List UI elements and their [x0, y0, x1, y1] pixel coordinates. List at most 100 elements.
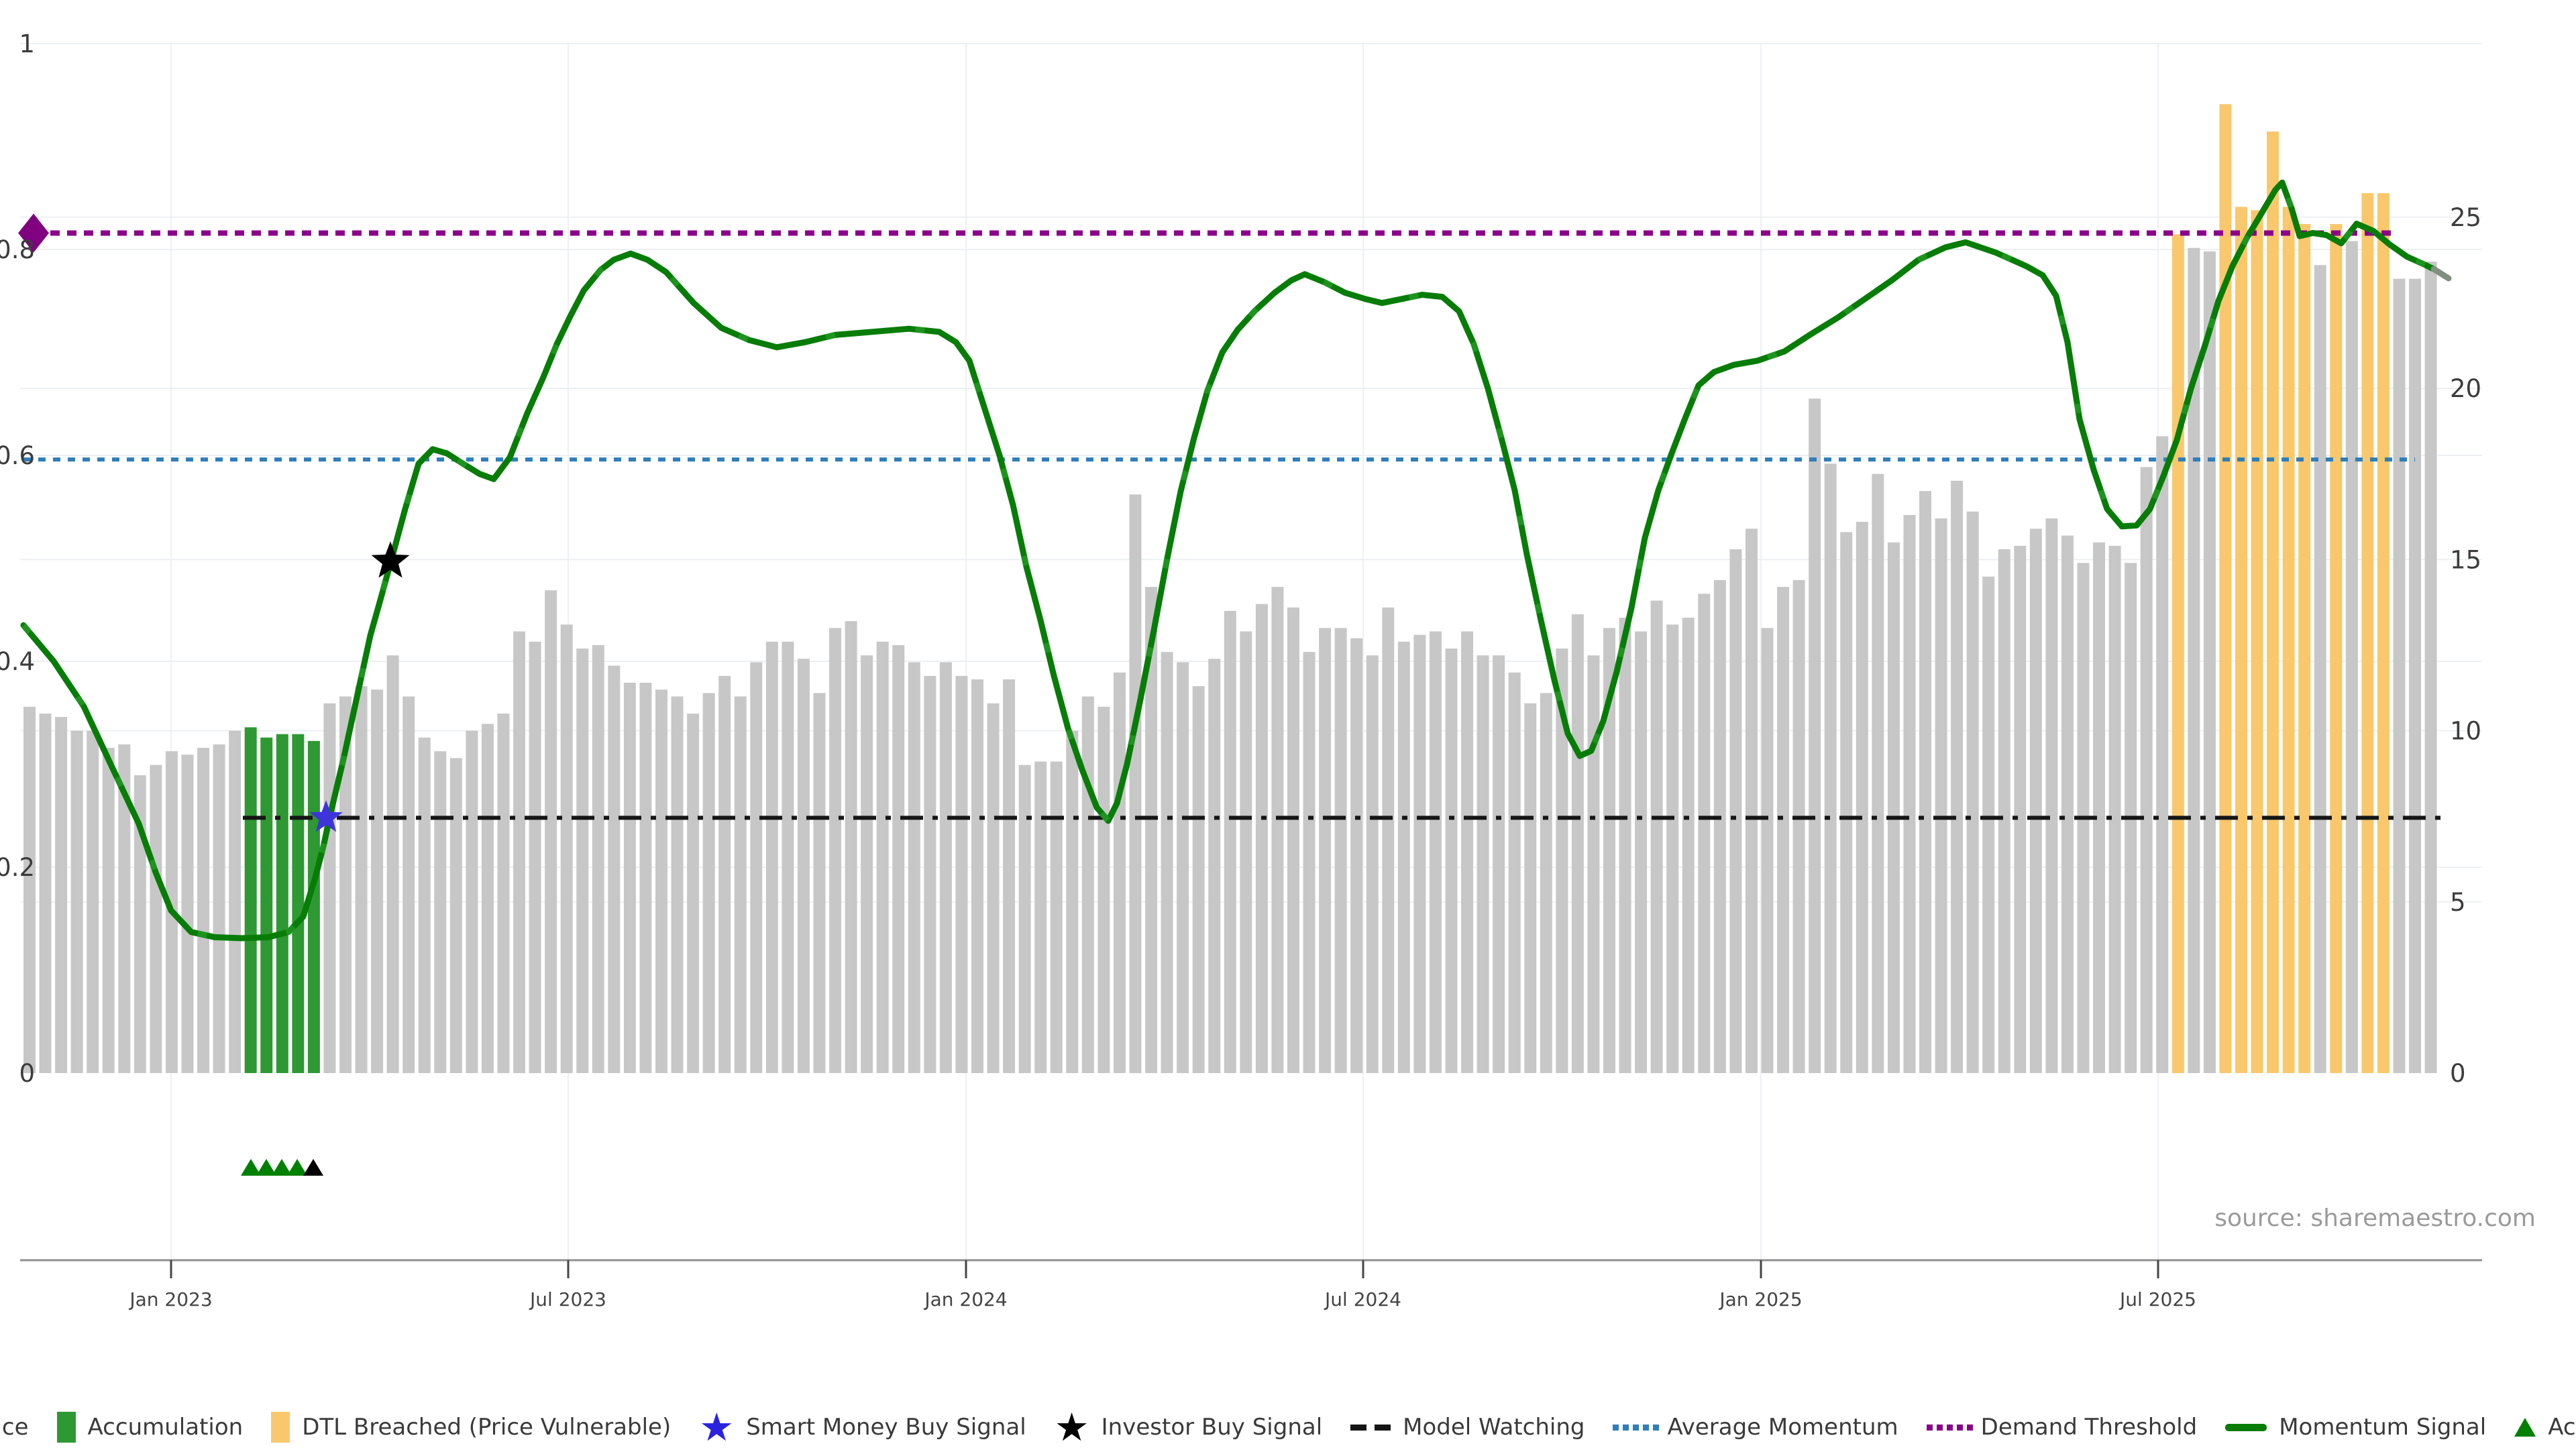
bar-close-price[interactable]: [1887, 542, 1900, 1073]
bar-close-price[interactable]: [1050, 761, 1063, 1073]
bar-close-price[interactable]: [418, 737, 431, 1073]
bar-close-price[interactable]: [2014, 545, 2027, 1073]
bar-close-price[interactable]: [1856, 522, 1868, 1073]
legend-item-dtl-breached[interactable]: DTL Breached (Price Vulnerable): [271, 1412, 671, 1443]
bar-close-price[interactable]: [1903, 514, 1916, 1073]
bar-close-price[interactable]: [639, 683, 652, 1073]
bar-close-price[interactable]: [1018, 765, 1031, 1073]
bar-close-price[interactable]: [623, 683, 636, 1073]
legend-item-investor-buy[interactable]: ★ Investor Buy Signal: [1055, 1408, 1323, 1447]
bar-close-price[interactable]: [1729, 549, 1742, 1073]
legend-item-demand-threshold[interactable]: Demand Threshold: [1926, 1414, 2197, 1441]
bar-close-price[interactable]: [1477, 655, 1489, 1073]
bar-close-price[interactable]: [2314, 265, 2326, 1074]
bar-close-price[interactable]: [229, 730, 241, 1074]
bar-close-price[interactable]: [386, 655, 399, 1073]
legend-item-smart-money-buy[interactable]: ★ Smart Money Buy Signal: [699, 1408, 1026, 1447]
bar-close-price[interactable]: [197, 748, 210, 1073]
bar-close-price[interactable]: [1540, 693, 1552, 1073]
bar-close-price[interactable]: [2393, 278, 2406, 1073]
bar-close-price[interactable]: [1698, 594, 1711, 1073]
close-price-bars[interactable]: [23, 104, 2437, 1074]
bar-close-price[interactable]: [1713, 579, 1726, 1073]
bar-close-price[interactable]: [2140, 467, 2153, 1073]
bar-close-price[interactable]: [1350, 638, 1363, 1073]
bar-close-price[interactable]: [1081, 696, 1094, 1073]
bar-close-price[interactable]: [2061, 535, 2074, 1073]
bar-close-price[interactable]: [939, 662, 952, 1073]
bar-close-price[interactable]: [1145, 587, 1158, 1073]
legend-item-close-price[interactable]: Close Price: [0, 1412, 29, 1443]
bar-close-price[interactable]: [70, 730, 83, 1074]
bar-close-price[interactable]: [23, 706, 36, 1073]
bar-close-price[interactable]: [402, 696, 415, 1073]
bar-close-price[interactable]: [513, 631, 526, 1073]
bar-close-price[interactable]: [1792, 579, 1805, 1073]
bar-dtl-breached[interactable]: [2282, 207, 2295, 1073]
bar-close-price[interactable]: [1508, 672, 1521, 1073]
bar-close-price[interactable]: [87, 730, 99, 1074]
bar-close-price[interactable]: [687, 713, 700, 1073]
bar-close-price[interactable]: [1635, 631, 1648, 1073]
bar-close-price[interactable]: [133, 775, 146, 1073]
bar-close-price[interactable]: [1840, 532, 1853, 1073]
bar-close-price[interactable]: [181, 755, 194, 1073]
bar-close-price[interactable]: [702, 693, 715, 1073]
bar-close-price[interactable]: [323, 703, 336, 1073]
bar-close-price[interactable]: [2188, 247, 2200, 1073]
bar-close-price[interactable]: [829, 628, 842, 1073]
bar-close-price[interactable]: [765, 641, 778, 1073]
bar-dtl-breached[interactable]: [2377, 193, 2390, 1073]
bar-close-price[interactable]: [876, 641, 889, 1073]
bar-close-price[interactable]: [1129, 494, 1142, 1073]
bar-close-price[interactable]: [1603, 628, 1615, 1073]
bar-close-price[interactable]: [1951, 480, 1964, 1073]
bar-close-price[interactable]: [2156, 436, 2169, 1073]
bar-close-price[interactable]: [1066, 730, 1079, 1074]
bar-close-price[interactable]: [39, 713, 52, 1073]
bar-close-price[interactable]: [1208, 659, 1221, 1073]
bar-close-price[interactable]: [55, 717, 68, 1073]
bar-close-price[interactable]: [734, 696, 747, 1073]
bar-dtl-breached[interactable]: [2298, 223, 2311, 1074]
bar-close-price[interactable]: [892, 645, 905, 1073]
bar-close-price[interactable]: [1556, 648, 1568, 1073]
bar-close-price[interactable]: [371, 689, 384, 1073]
bar-close-price[interactable]: [497, 713, 510, 1073]
bar-close-price[interactable]: [1413, 634, 1426, 1073]
bar-close-price[interactable]: [750, 662, 763, 1073]
bar-close-price[interactable]: [576, 648, 589, 1073]
bar-close-price[interactable]: [1966, 511, 1979, 1073]
legend-item-model-watching[interactable]: Model Watching: [1350, 1414, 1585, 1441]
bar-close-price[interactable]: [782, 641, 794, 1073]
bar-close-price[interactable]: [1650, 600, 1663, 1073]
bar-close-price[interactable]: [1224, 610, 1236, 1073]
bar-close-price[interactable]: [2093, 542, 2106, 1073]
chart-plot-area[interactable]: Jan 2023 Jul 2023 Jan 2024 Jul 2024 Jan 2025…: [0, 0, 2576, 1395]
bar-close-price[interactable]: [845, 621, 857, 1073]
bar-close-price[interactable]: [971, 679, 983, 1073]
bar-accumulation[interactable]: [276, 734, 288, 1073]
bar-close-price[interactable]: [1872, 473, 1884, 1073]
bar-close-price[interactable]: [529, 641, 541, 1073]
legend-item-average-momentum[interactable]: Average Momentum: [1613, 1414, 1898, 1441]
bar-close-price[interactable]: [466, 730, 478, 1074]
bar-close-price[interactable]: [2029, 528, 2042, 1073]
legend-item-accumulation-bar[interactable]: Accumulation: [56, 1412, 243, 1443]
bar-accumulation[interactable]: [307, 740, 320, 1073]
bar-accumulation[interactable]: [292, 734, 305, 1073]
bar-close-price[interactable]: [1461, 631, 1474, 1073]
bar-close-price[interactable]: [908, 662, 920, 1073]
bar-close-price[interactable]: [1571, 614, 1584, 1073]
bar-close-price[interactable]: [560, 624, 573, 1073]
bar-close-price[interactable]: [2345, 241, 2358, 1073]
bar-close-price[interactable]: [1271, 587, 1284, 1073]
bar-close-price[interactable]: [434, 751, 447, 1073]
bar-close-price[interactable]: [1334, 628, 1347, 1073]
bar-accumulation[interactable]: [244, 727, 257, 1073]
bar-close-price[interactable]: [1493, 655, 1505, 1073]
bar-close-price[interactable]: [213, 744, 225, 1073]
bar-close-price[interactable]: [1777, 587, 1790, 1073]
bar-close-price[interactable]: [1919, 491, 1931, 1073]
bar-close-price[interactable]: [592, 645, 604, 1073]
